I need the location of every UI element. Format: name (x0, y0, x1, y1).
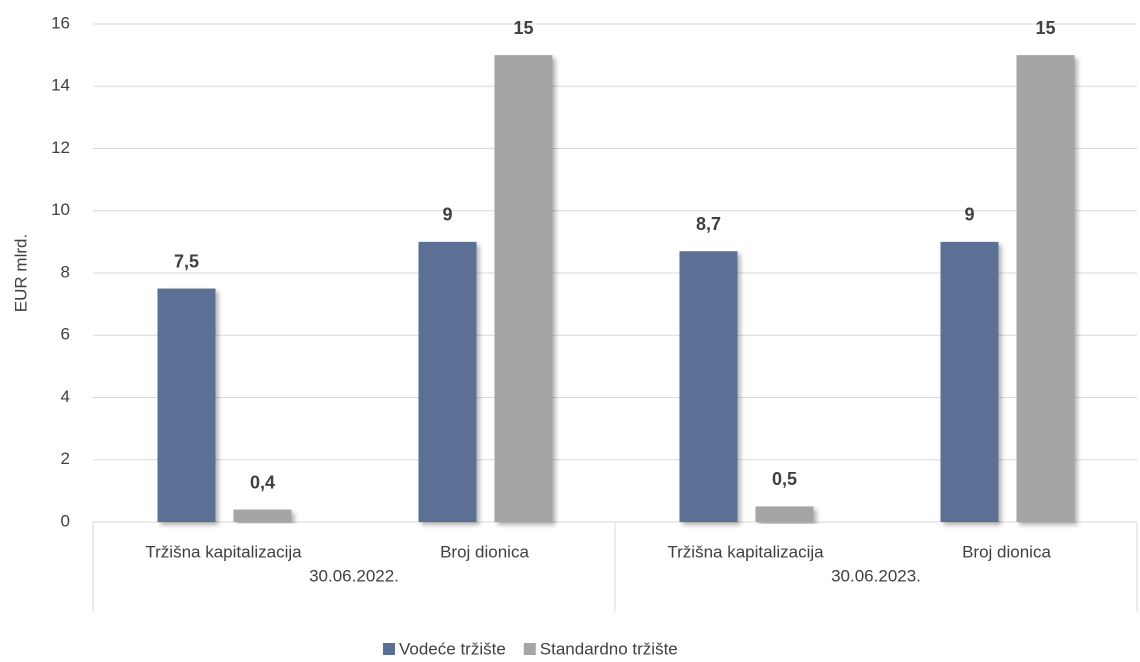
bar (679, 251, 738, 522)
bar (494, 55, 553, 522)
x-tick-label: Broj dionica (440, 542, 529, 561)
x-tick-label: Tržišna kapitalizacija (145, 542, 302, 561)
y-tick-label: 0 (61, 511, 70, 530)
legend-swatch (383, 643, 395, 655)
value-label: 15 (1035, 18, 1055, 38)
y-axis-label: EUR mlrd. (11, 234, 30, 312)
legend-swatch (523, 643, 536, 655)
y-tick-label: 4 (61, 387, 70, 406)
value-label: 8,7 (696, 214, 721, 234)
bar (1016, 55, 1075, 522)
legend-label: Vodeće tržište (399, 639, 506, 658)
bar (755, 506, 814, 522)
y-tick-label: 14 (51, 76, 70, 95)
value-label: 0,5 (772, 469, 797, 489)
bar (157, 288, 216, 522)
y-tick-label: 12 (51, 138, 70, 157)
value-label: 7,5 (174, 251, 199, 271)
bar (940, 241, 999, 522)
y-tick-label: 6 (61, 325, 70, 344)
y-tick-label: 2 (61, 449, 70, 468)
bar (418, 241, 477, 522)
y-tick-label: 16 (51, 13, 70, 32)
group-label: 30.06.2023. (831, 566, 921, 585)
y-tick-label: 10 (51, 200, 70, 219)
bar (233, 509, 292, 522)
x-tick-label: Broj dionica (962, 542, 1051, 561)
group-label: 30.06.2022. (309, 566, 399, 585)
value-label: 15 (513, 18, 533, 38)
x-tick-label: Tržišna kapitalizacija (667, 542, 824, 561)
legend-label: Standardno tržište (540, 639, 678, 658)
value-label: 9 (442, 205, 452, 225)
value-label: 9 (964, 205, 974, 225)
y-tick-label: 8 (61, 262, 70, 281)
value-label: 0,4 (250, 472, 275, 492)
